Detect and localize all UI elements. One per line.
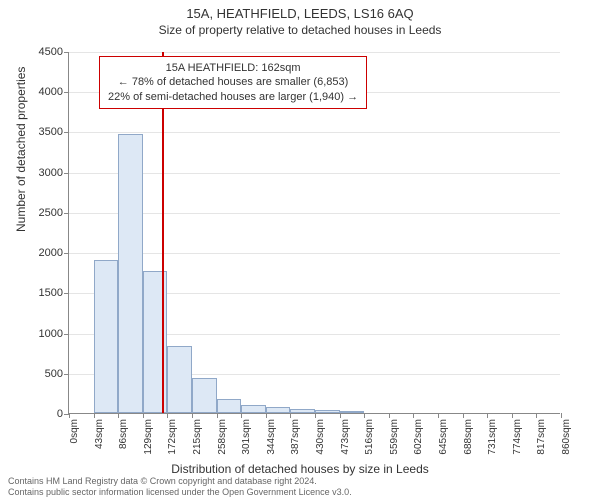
x-tick-mark (389, 413, 390, 418)
y-tick-mark (64, 213, 69, 214)
x-tick-mark (364, 413, 365, 418)
x-tick-mark (217, 413, 218, 418)
x-tick-mark (340, 413, 341, 418)
histogram-bar (340, 411, 365, 413)
x-tick-mark (266, 413, 267, 418)
y-tick-mark (64, 334, 69, 335)
y-tick-mark (64, 253, 69, 254)
x-tick-label: 0sqm (69, 419, 80, 443)
x-tick-label: 860sqm (561, 419, 572, 455)
x-tick-label: 215sqm (192, 419, 203, 455)
histogram-bar (315, 410, 340, 413)
x-tick-label: 129sqm (143, 419, 154, 455)
histogram-bar (118, 134, 143, 413)
annotation-box: 15A HEATHFIELD: 162sqm← 78% of detached … (99, 56, 367, 109)
x-tick-mark (512, 413, 513, 418)
x-tick-mark (463, 413, 464, 418)
histogram-bar (143, 271, 168, 413)
y-tick-mark (64, 293, 69, 294)
y-tick-mark (64, 374, 69, 375)
histogram-bar (217, 399, 242, 413)
x-tick-mark (561, 413, 562, 418)
histogram-chart: 0500100015002000250030003500400045000sqm… (68, 52, 560, 414)
y-tick-label: 3500 (39, 126, 63, 138)
x-tick-mark (536, 413, 537, 418)
grid-line (69, 52, 560, 53)
x-tick-label: 43sqm (94, 419, 105, 449)
histogram-bar (192, 378, 217, 413)
x-tick-mark (167, 413, 168, 418)
x-tick-label: 387sqm (290, 419, 301, 455)
x-tick-label: 301sqm (241, 419, 252, 455)
histogram-bar (290, 409, 315, 413)
y-tick-label: 1500 (39, 287, 63, 299)
x-tick-label: 430sqm (315, 419, 326, 455)
y-tick-label: 1000 (39, 328, 63, 340)
page-title: 15A, HEATHFIELD, LEEDS, LS16 6AQ (0, 0, 600, 21)
x-tick-mark (94, 413, 95, 418)
x-tick-label: 688sqm (463, 419, 474, 455)
x-tick-mark (315, 413, 316, 418)
x-tick-label: 817sqm (536, 419, 547, 455)
x-tick-label: 602sqm (413, 419, 424, 455)
x-tick-label: 774sqm (512, 419, 523, 455)
y-axis-label: Number of detached properties (14, 67, 28, 232)
x-tick-mark (438, 413, 439, 418)
x-axis-label: Distribution of detached houses by size … (0, 462, 600, 476)
footer-line1: Contains HM Land Registry data © Crown c… (8, 476, 352, 487)
x-tick-mark (143, 413, 144, 418)
x-tick-mark (69, 413, 70, 418)
x-tick-mark (192, 413, 193, 418)
x-tick-mark (290, 413, 291, 418)
y-tick-mark (64, 173, 69, 174)
footer-attribution: Contains HM Land Registry data © Crown c… (8, 476, 352, 498)
x-tick-label: 516sqm (364, 419, 375, 455)
x-tick-mark (118, 413, 119, 418)
x-tick-mark (413, 413, 414, 418)
y-tick-label: 3000 (39, 167, 63, 179)
annotation-line: 22% of semi-detached houses are larger (… (108, 90, 358, 104)
annotation-line: 15A HEATHFIELD: 162sqm (108, 61, 358, 75)
x-tick-mark (487, 413, 488, 418)
x-tick-label: 172sqm (167, 419, 178, 455)
y-tick-label: 4000 (39, 86, 63, 98)
y-tick-label: 2500 (39, 207, 63, 219)
x-tick-label: 258sqm (217, 419, 228, 455)
histogram-bar (94, 260, 119, 413)
annotation-line: ← 78% of detached houses are smaller (6,… (108, 75, 358, 89)
page-subtitle: Size of property relative to detached ho… (0, 21, 600, 37)
x-tick-mark (241, 413, 242, 418)
y-tick-mark (64, 132, 69, 133)
x-tick-label: 86sqm (118, 419, 129, 449)
histogram-bar (266, 407, 291, 413)
x-tick-label: 473sqm (340, 419, 351, 455)
y-tick-label: 2000 (39, 247, 63, 259)
x-tick-label: 559sqm (389, 419, 400, 455)
x-tick-label: 645sqm (438, 419, 449, 455)
histogram-bar (241, 405, 266, 413)
footer-line2: Contains public sector information licen… (8, 487, 352, 498)
y-tick-mark (64, 52, 69, 53)
histogram-bar (167, 346, 192, 413)
y-tick-label: 500 (45, 368, 63, 380)
y-tick-label: 0 (57, 408, 63, 420)
y-tick-mark (64, 92, 69, 93)
x-tick-label: 731sqm (487, 419, 498, 455)
x-tick-label: 344sqm (266, 419, 277, 455)
y-tick-label: 4500 (39, 46, 63, 58)
